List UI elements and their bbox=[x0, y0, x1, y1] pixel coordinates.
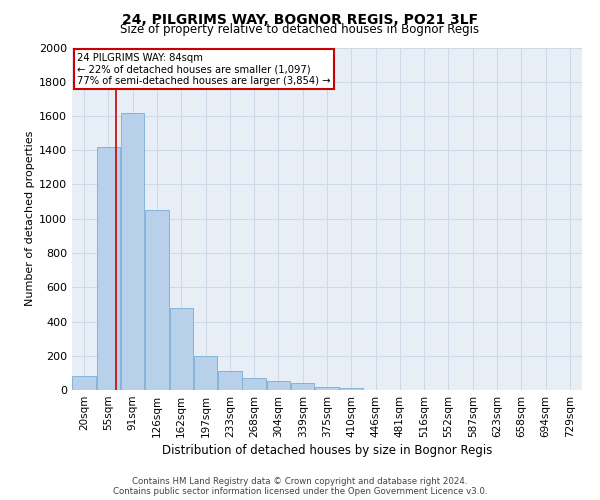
Bar bbox=[121, 112, 145, 390]
Y-axis label: Number of detached properties: Number of detached properties bbox=[25, 131, 35, 306]
Text: 24 PILGRIMS WAY: 84sqm
← 22% of detached houses are smaller (1,097)
77% of semi-: 24 PILGRIMS WAY: 84sqm ← 22% of detached… bbox=[77, 52, 331, 86]
Text: Contains HM Land Registry data © Crown copyright and database right 2024.
Contai: Contains HM Land Registry data © Crown c… bbox=[113, 476, 487, 496]
Text: 24, PILGRIMS WAY, BOGNOR REGIS, PO21 3LF: 24, PILGRIMS WAY, BOGNOR REGIS, PO21 3LF bbox=[122, 12, 478, 26]
Bar bbox=[340, 388, 363, 390]
Bar bbox=[73, 376, 96, 390]
Text: Size of property relative to detached houses in Bognor Regis: Size of property relative to detached ho… bbox=[121, 22, 479, 36]
Bar bbox=[315, 386, 339, 390]
X-axis label: Distribution of detached houses by size in Bognor Regis: Distribution of detached houses by size … bbox=[162, 444, 492, 457]
Bar bbox=[170, 308, 193, 390]
Bar bbox=[291, 383, 314, 390]
Bar bbox=[218, 371, 242, 390]
Bar bbox=[145, 210, 169, 390]
Bar bbox=[266, 382, 290, 390]
Bar bbox=[194, 356, 217, 390]
Bar bbox=[97, 147, 120, 390]
Bar bbox=[242, 378, 266, 390]
